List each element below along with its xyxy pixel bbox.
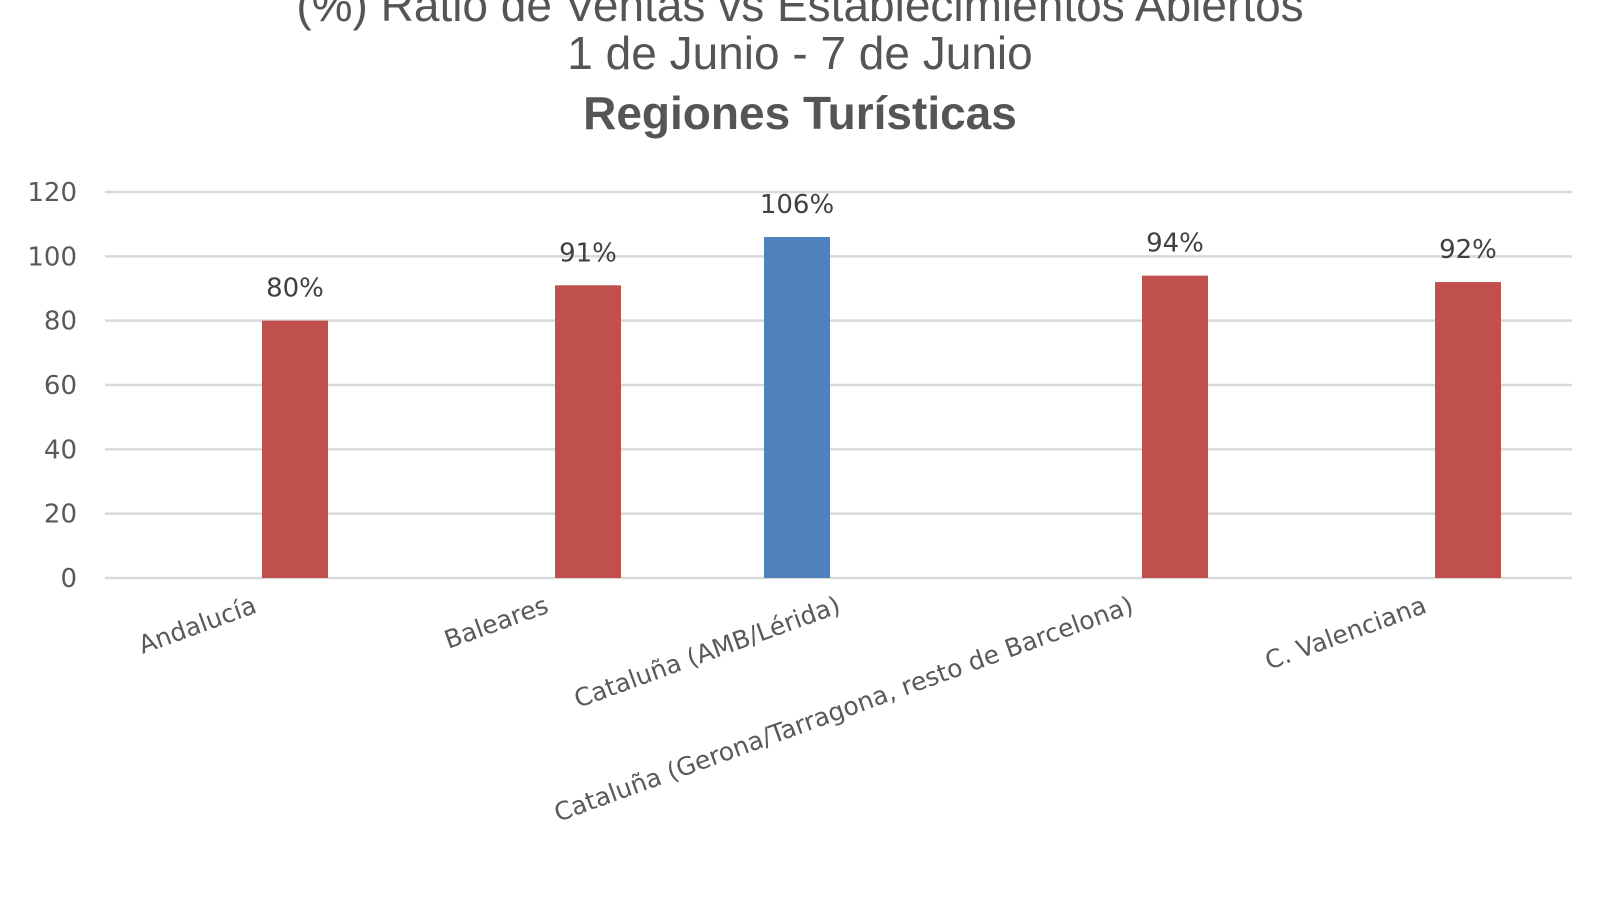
y-tick-label-120: 120 [27, 178, 77, 208]
y-tick-label-40: 40 [44, 435, 77, 465]
y-tick-label-60: 60 [44, 371, 77, 401]
data-label-2: 106% [760, 190, 834, 220]
bar-0 [262, 320, 328, 578]
bar-3 [1142, 275, 1208, 578]
data-label-1: 91% [559, 238, 617, 268]
chart-subtitle: 1 de Junio - 7 de Junio [567, 27, 1033, 79]
bar-2 [764, 237, 830, 579]
bar-1 [555, 285, 621, 578]
data-label-4: 92% [1439, 235, 1497, 265]
x-tick-label-4: C. Valenciana [1261, 590, 1430, 675]
x-tick-label-3: Cataluña (Gerona/Tarragona, resto de Bar… [550, 590, 1137, 827]
x-tick-label-1: Baleares [440, 590, 552, 654]
chart-subtitle-2: Regiones Turísticas [583, 87, 1017, 139]
y-tick-label-100: 100 [27, 242, 77, 272]
bar-4 [1435, 282, 1501, 578]
data-label-3: 94% [1146, 229, 1204, 259]
x-tick-label-0: Andalucía [135, 590, 260, 659]
y-tick-label-20: 20 [44, 500, 77, 530]
x-tick-label-2: Cataluña (AMB/Lérida) [570, 590, 844, 713]
chart-title: (%) Ratio de Ventas vs Establecimientos … [296, 0, 1304, 31]
y-tick-label-0: 0 [60, 564, 77, 594]
y-tick-label-80: 80 [44, 307, 77, 337]
data-label-0: 80% [266, 274, 324, 304]
